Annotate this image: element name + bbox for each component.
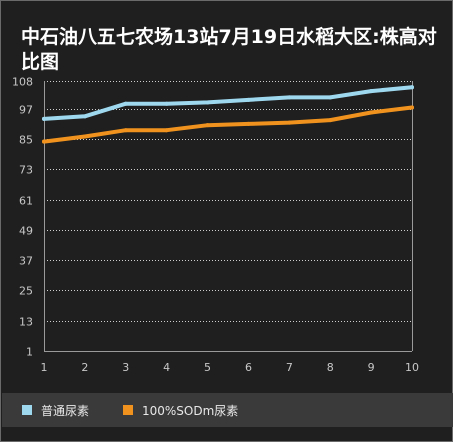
y-tick-label-4: 49 bbox=[19, 225, 33, 238]
data-point-s1-4 bbox=[164, 101, 169, 106]
y-tick-label-3: 37 bbox=[19, 255, 33, 268]
axis-layer: 1 13 25 37 49 61 73 85 97 108 1 2 3 4 5 6 7 8 9 10 bbox=[12, 76, 419, 375]
y-tick-label-9: 108 bbox=[12, 76, 33, 89]
series-line-2 bbox=[42, 105, 414, 144]
legend-label-1: 普通尿素 bbox=[41, 403, 90, 418]
data-point-s2-5 bbox=[205, 123, 210, 128]
data-point-s1-2 bbox=[82, 114, 87, 119]
y-tick-label-0: 1 bbox=[26, 346, 33, 359]
x-tick-label-6: 7 bbox=[286, 361, 293, 374]
grid-layer bbox=[44, 81, 412, 352]
y-tick-label-7: 85 bbox=[19, 134, 33, 147]
data-point-s2-10 bbox=[410, 105, 414, 110]
legend-swatch-2 bbox=[123, 405, 133, 415]
x-tick-label-2: 3 bbox=[122, 361, 129, 374]
data-point-s1-7 bbox=[287, 95, 292, 100]
data-point-s2-4 bbox=[164, 128, 169, 133]
legend-item-1[interactable]: 普通尿素 bbox=[22, 403, 90, 418]
series-line-1 bbox=[42, 85, 414, 121]
data-point-s1-5 bbox=[205, 100, 210, 105]
data-point-s2-7 bbox=[287, 120, 292, 125]
data-point-s1-9 bbox=[369, 89, 374, 94]
data-point-s2-2 bbox=[82, 134, 87, 139]
data-point-s2-6 bbox=[246, 121, 251, 126]
x-tick-label-9: 10 bbox=[405, 361, 419, 374]
y-tick-label-8: 97 bbox=[19, 104, 33, 117]
series-layer bbox=[42, 85, 414, 144]
data-point-s1-3 bbox=[123, 101, 128, 106]
x-tick-label-7: 8 bbox=[327, 361, 334, 374]
y-tick-label-6: 73 bbox=[19, 164, 33, 177]
y-tick-label-5: 61 bbox=[19, 195, 33, 208]
x-tick-label-8: 9 bbox=[368, 361, 375, 374]
x-tick-label-5: 6 bbox=[245, 361, 252, 374]
y-tick-label-1: 13 bbox=[19, 316, 33, 329]
data-point-s1-10 bbox=[410, 85, 414, 90]
x-tick-label-0: 1 bbox=[41, 361, 48, 374]
x-tick-label-3: 4 bbox=[163, 361, 170, 374]
y-tick-label-2: 25 bbox=[19, 285, 33, 298]
legend-label-2: 100%SODm尿素 bbox=[142, 403, 239, 418]
line-chart: 1 13 25 37 49 61 73 85 97 108 1 2 3 4 5 6 7 8 9 10 bbox=[12, 76, 419, 375]
data-point-s2-9 bbox=[369, 110, 374, 115]
data-point-s1-1 bbox=[42, 116, 46, 121]
data-point-s2-8 bbox=[328, 118, 333, 123]
x-tick-label-4: 5 bbox=[204, 361, 211, 374]
chart-title: 中石油八五七农场13站7月19日水稻大区:株高对比图 bbox=[21, 26, 437, 73]
data-point-s2-1 bbox=[42, 139, 46, 144]
data-point-s2-3 bbox=[123, 128, 128, 133]
legend: 普通尿素 100%SODm尿素 bbox=[2, 393, 453, 427]
data-point-s1-6 bbox=[246, 97, 251, 102]
x-tick-label-1: 2 bbox=[81, 361, 88, 374]
legend-swatch-1 bbox=[22, 405, 32, 415]
data-point-s1-8 bbox=[328, 95, 333, 100]
legend-item-2[interactable]: 100%SODm尿素 bbox=[123, 403, 239, 418]
